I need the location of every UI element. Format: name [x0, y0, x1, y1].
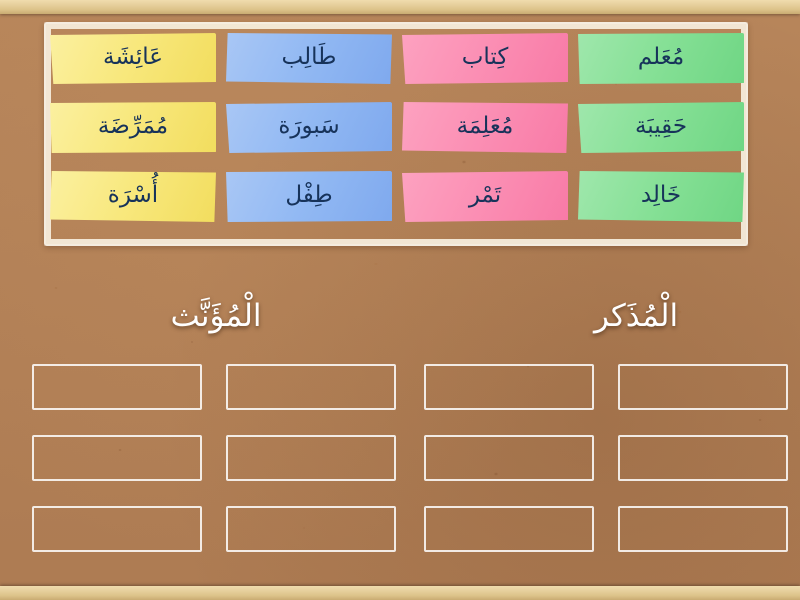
drop-slot[interactable] [618, 506, 788, 552]
word-tile[interactable]: طِفْل [226, 171, 392, 222]
drop-slot[interactable] [424, 364, 594, 410]
word-tile-label: تَمْر [468, 182, 502, 208]
drop-slot[interactable] [32, 364, 202, 410]
drop-slot[interactable] [226, 364, 396, 410]
word-tile[interactable]: سَبورَة [226, 102, 392, 153]
drop-slot[interactable] [424, 435, 594, 481]
category-title-feminine: الْمُؤَنَّث [170, 298, 262, 334]
word-tile-label: خَالِد [640, 182, 682, 208]
word-tile[interactable]: خَالِد [578, 171, 744, 222]
word-tile-label: طَالِب [281, 44, 337, 70]
word-tile-label: مُعَلِمَة [456, 113, 514, 139]
word-tile[interactable]: مُمَرِّضَة [50, 102, 216, 153]
drop-slot[interactable] [618, 435, 788, 481]
word-tile-tray [44, 22, 748, 246]
word-tile[interactable]: حَقِيبَة [578, 102, 744, 153]
word-tile-label: أُسْرَة [107, 182, 159, 208]
word-tile[interactable]: مُعَلم [578, 33, 744, 84]
word-tile[interactable]: طَالِب [226, 33, 392, 84]
word-tile[interactable]: مُعَلِمَة [402, 102, 568, 153]
word-tile[interactable]: عَائِشَة [50, 33, 216, 84]
word-tile[interactable]: أُسْرَة [50, 171, 216, 222]
drop-slot[interactable] [424, 506, 594, 552]
word-tile-container: عَائِشَة طَالِب كِتاب مُعَلم مُمَرِّضَة … [44, 22, 748, 246]
word-tile-label: حَقِيبَة [634, 113, 688, 139]
drop-slot[interactable] [618, 364, 788, 410]
word-tile-label: كِتاب [461, 44, 509, 70]
word-tile-label: طِفْل [285, 182, 333, 208]
word-tile-label: عَائِشَة [103, 44, 163, 70]
word-tile[interactable]: تَمْر [402, 171, 568, 222]
drop-zone-group-feminine [32, 364, 404, 560]
word-tile[interactable]: كِتاب [402, 33, 568, 84]
word-tile-label: سَبورَة [278, 113, 340, 139]
drop-zone-group-masculine [424, 364, 796, 560]
word-tile-label: مُمَرِّضَة [97, 113, 169, 139]
drop-slot[interactable] [226, 506, 396, 552]
drop-slot[interactable] [226, 435, 396, 481]
word-tile-label: مُعَلم [637, 44, 685, 70]
drop-slot[interactable] [32, 435, 202, 481]
board-frame-bottom [0, 586, 800, 600]
drop-slot[interactable] [32, 506, 202, 552]
board-frame-top [0, 0, 800, 14]
category-title-masculine: الْمُذَكر [593, 298, 679, 334]
